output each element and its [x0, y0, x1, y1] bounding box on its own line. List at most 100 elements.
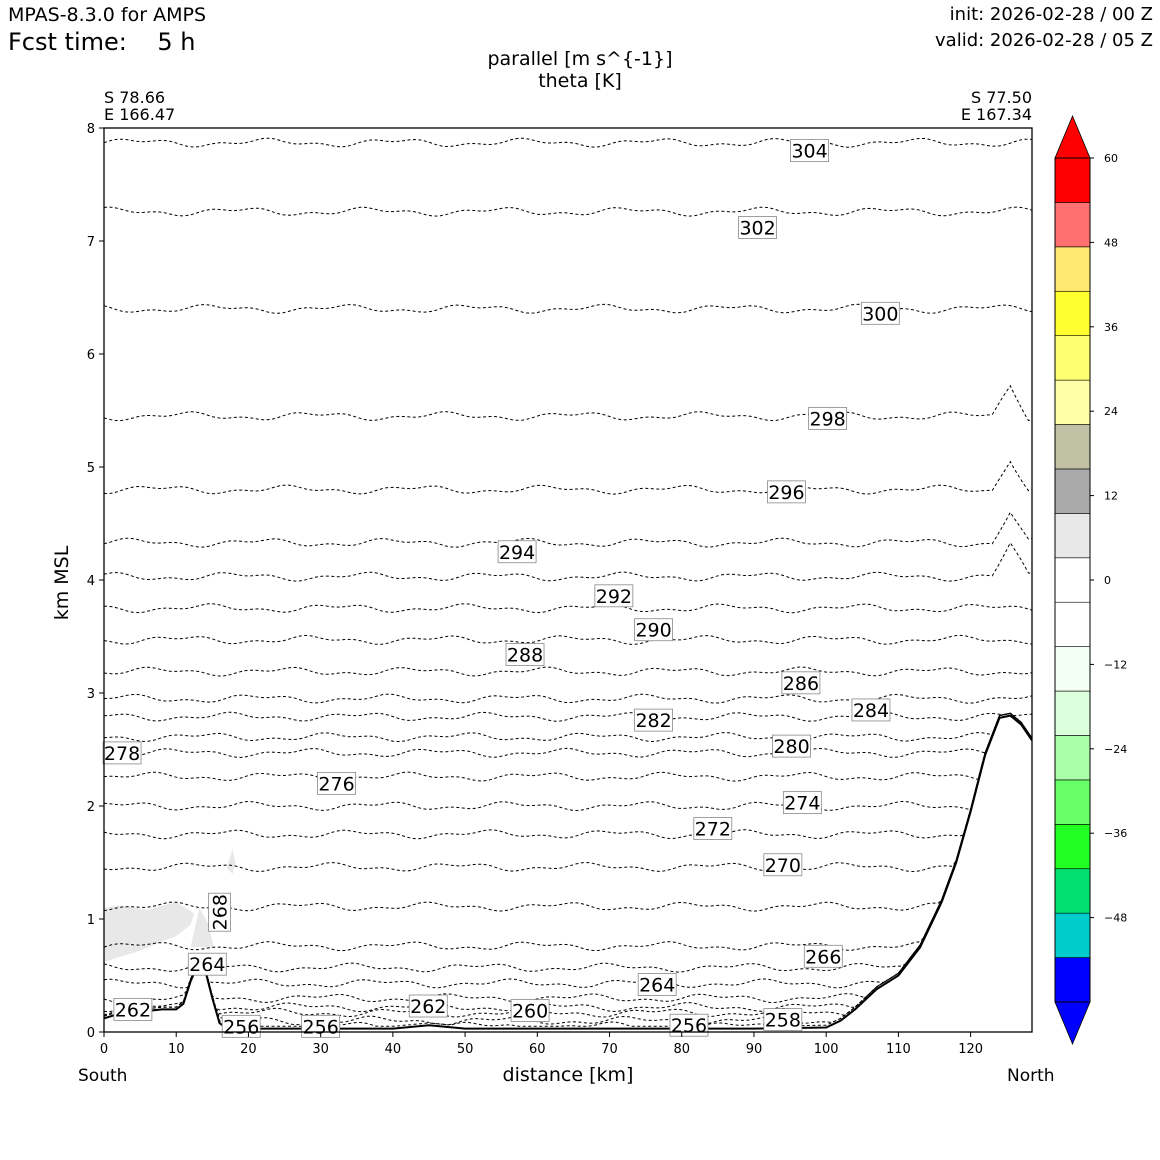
- contour-label-298: 298: [808, 407, 848, 430]
- contour-label-box: [808, 407, 848, 430]
- contour-label-text: 302: [739, 217, 775, 239]
- colorbar-swatch: [1054, 335, 1091, 381]
- init-time: init: 2026-02-28 / 00 Z: [949, 4, 1153, 25]
- y-tick-label: 6: [87, 348, 95, 363]
- colorbar-tick-label: −48: [1104, 912, 1127, 925]
- colorbar-swatch: [1054, 912, 1091, 958]
- contour-label-276: 276: [317, 772, 356, 795]
- contour-label-box: [772, 734, 811, 758]
- colorbar-tick-label: 60: [1104, 152, 1118, 165]
- y-tick-label: 0: [87, 1026, 95, 1041]
- contour-label-box: [408, 994, 448, 1018]
- x-tick-label: 20: [240, 1042, 257, 1057]
- contour-label-text: 266: [805, 946, 841, 968]
- contour-label-text: 278: [104, 743, 140, 765]
- theta-contour-302: [103, 206, 1033, 217]
- x-tick-label: 80: [673, 1042, 690, 1057]
- contour-label-260: 260: [510, 999, 550, 1023]
- colorbar-swatch: [1054, 246, 1091, 292]
- contour-label-box: [317, 772, 356, 795]
- x-tick-label: 120: [958, 1042, 983, 1057]
- contour-label-text: 274: [784, 793, 820, 815]
- contour-label-278: 278: [102, 741, 142, 765]
- contour-label-274: 274: [782, 791, 822, 815]
- colorbar-swatch: [1054, 557, 1091, 603]
- contour-label-box: [763, 853, 803, 877]
- contour-label-268: 268: [208, 892, 232, 932]
- contour-label-288: 288: [505, 643, 545, 667]
- colorbar-swatch: [1054, 690, 1091, 736]
- contour-label-266: 266: [803, 944, 843, 968]
- contour-label-box: [113, 998, 153, 1021]
- contour-label-text: 256: [303, 1016, 339, 1038]
- contour-label-292: 292: [594, 584, 634, 608]
- y-tick-label: 8: [87, 122, 95, 137]
- contour-label-box: [803, 944, 843, 968]
- theta-contour-274: [103, 712, 1033, 812]
- y-tick-label: 7: [87, 235, 95, 250]
- contour-label-282: 282: [634, 708, 673, 732]
- colorbar-swatch: [1054, 735, 1091, 781]
- contour-label-290: 290: [634, 618, 673, 642]
- contour-label-box: [634, 618, 673, 642]
- theta-contour-268: [103, 712, 1033, 912]
- colorbar-swatch: [1054, 868, 1091, 914]
- contour-label-text: 288: [507, 645, 543, 667]
- contour-label-294: 294: [497, 540, 537, 564]
- shaded-wind-region: [104, 902, 195, 962]
- contour-label-296: 296: [767, 480, 806, 504]
- x-tick-label: 100: [814, 1042, 839, 1057]
- contour-label-box: [781, 671, 821, 695]
- north-direction-label: North: [1007, 1066, 1055, 1086]
- contour-label-302: 302: [738, 216, 777, 239]
- theta-contour-284: [103, 693, 1033, 704]
- theta-contour-298: [103, 384, 1033, 422]
- plot-frame: [103, 127, 1033, 1033]
- theta-contour-288: [103, 634, 1033, 645]
- contour-label-text: 304: [791, 141, 827, 163]
- x-tick-label: 40: [385, 1042, 402, 1057]
- colorbar-tick-label: 48: [1104, 236, 1118, 249]
- shaded-wind-region: [190, 907, 214, 948]
- contour-label-text: 290: [635, 620, 671, 642]
- contour-label-256: 256: [669, 1013, 709, 1037]
- contour-label-text: 284: [853, 700, 889, 722]
- theta-contour-286: [103, 666, 1033, 677]
- x-tick-label: 50: [457, 1042, 474, 1057]
- x-axis-label: distance [km]: [502, 1064, 634, 1086]
- theta-contour-290: [103, 603, 1033, 614]
- y-tick-label: 1: [87, 913, 95, 928]
- contour-label-text: 264: [639, 975, 675, 997]
- contour-label-text: 264: [189, 954, 225, 976]
- contour-label-box: [790, 139, 829, 163]
- contour-label-text: 258: [765, 1010, 801, 1032]
- contour-label-280: 280: [772, 734, 811, 758]
- model-title: MPAS-8.3.0 for AMPS: [8, 4, 207, 26]
- colorbar-swatch: [1054, 424, 1091, 470]
- theta-contour-266: [103, 712, 1033, 952]
- theta-contour-270: [103, 712, 1033, 873]
- contour-label-256: 256: [221, 1014, 261, 1038]
- contour-label-text: 262: [115, 999, 151, 1021]
- contour-label-text: 280: [773, 736, 809, 758]
- contour-label-text: 292: [596, 586, 632, 608]
- contour-label-box: [208, 892, 231, 932]
- contour-label-264: 264: [637, 973, 677, 997]
- x-tick-label: 30: [312, 1042, 329, 1057]
- y-tick-label: 5: [87, 461, 95, 476]
- theta-contour-294: [103, 511, 1033, 548]
- theta-contour-304: [103, 137, 1033, 148]
- theta-contour-256: [103, 712, 1033, 1027]
- forecast-time: Fcst time: 5 h: [8, 28, 196, 56]
- contour-label-box: [763, 1008, 803, 1031]
- y-tick-label: 3: [87, 687, 95, 702]
- chart-title-theta: theta [K]: [538, 70, 622, 92]
- theta-contour-296: [103, 460, 1033, 495]
- contour-label-box: [767, 480, 806, 504]
- contour-label-262: 262: [113, 998, 153, 1021]
- contour-label-284: 284: [851, 698, 891, 722]
- contour-label-286: 286: [781, 671, 821, 695]
- contour-label-258: 258: [763, 1008, 803, 1032]
- contour-label-text: 300: [862, 303, 898, 325]
- contour-label-text: 262: [410, 996, 446, 1018]
